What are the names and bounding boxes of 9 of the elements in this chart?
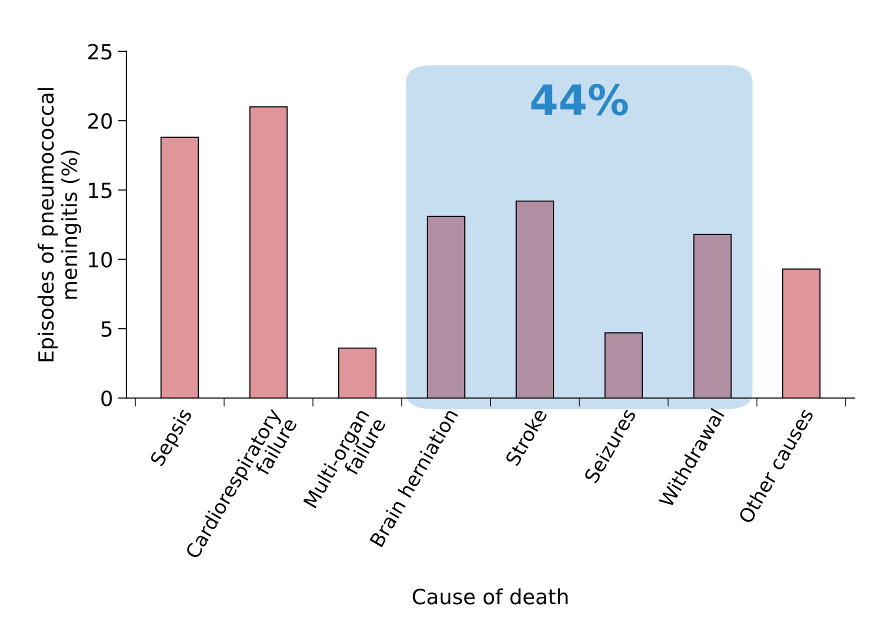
y-tick-label: 5 [102, 321, 112, 337]
y-tick-label: 15 [89, 182, 112, 198]
y-tick-label: 0 [101, 390, 112, 406]
x-axis-title: Cause of death [412, 588, 568, 604]
band-label: 44% [531, 84, 628, 116]
y-tick-label: 10 [89, 252, 112, 268]
y-tick-label: 25 [88, 44, 112, 60]
y-axis-title: Episodes of pneumococcal meningitis (%) [38, 88, 82, 362]
y-tick-label: 20 [88, 113, 112, 129]
